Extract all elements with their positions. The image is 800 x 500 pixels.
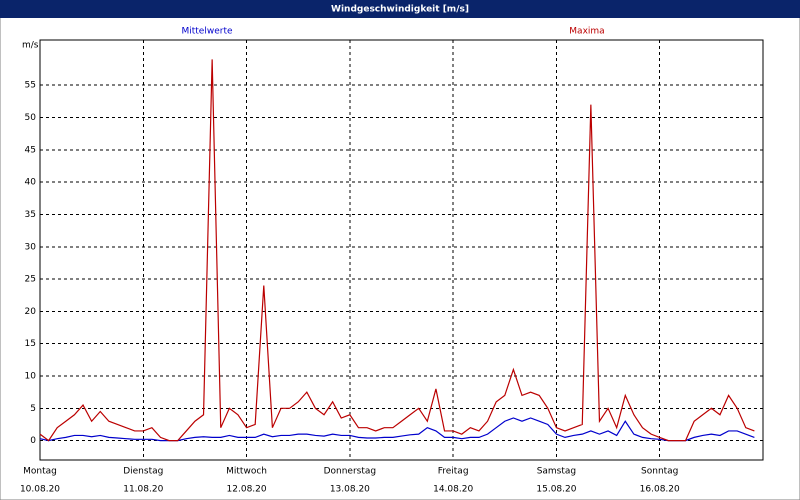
y-tick-label: 15	[25, 339, 36, 349]
x-tick-date: 13.08.20	[330, 485, 370, 495]
x-tick-date: 11.08.20	[123, 485, 163, 495]
x-tick-date: 16.08.20	[640, 485, 680, 495]
y-tick-label: 45	[25, 145, 36, 155]
y-tick-label: 40	[25, 178, 37, 188]
title-bar	[0, 0, 800, 18]
x-tick-date: 14.08.20	[433, 485, 473, 495]
x-tick-date: 10.08.20	[20, 485, 60, 495]
y-tick-label: 10	[25, 372, 37, 382]
y-tick-label: 35	[25, 210, 36, 220]
y-tick-label: 50	[25, 113, 37, 123]
x-tick-label: Donnerstag	[324, 467, 377, 477]
y-axis-label: m/s	[22, 41, 39, 51]
x-tick-date: 15.08.20	[536, 485, 576, 495]
x-tick-label: Freitag	[438, 467, 469, 477]
y-tick-label: 25	[25, 275, 36, 285]
y-tick-label: 20	[25, 307, 37, 317]
chart-title: Windgeschwindigkeit [m/s]	[331, 5, 469, 15]
x-tick-label: Sonntag	[641, 467, 678, 477]
series-line	[39, 59, 755, 442]
x-tick-label: Dienstag	[123, 467, 163, 477]
y-tick-label: 55	[25, 81, 36, 91]
x-tick-label: Montag	[23, 467, 57, 477]
x-tick-label: Samstag	[537, 467, 576, 477]
x-tick-date: 12.08.20	[227, 485, 267, 495]
y-tick-label: 0	[30, 436, 36, 446]
x-tick-label: Mittwoch	[226, 467, 267, 477]
legend-entry: Maxima	[569, 27, 604, 37]
y-tick-label: 5	[30, 404, 36, 414]
plot-area	[39, 39, 764, 461]
y-tick-label: 30	[25, 242, 37, 252]
series-line	[39, 417, 755, 442]
legend-entry: Mittelwerte	[181, 27, 232, 37]
